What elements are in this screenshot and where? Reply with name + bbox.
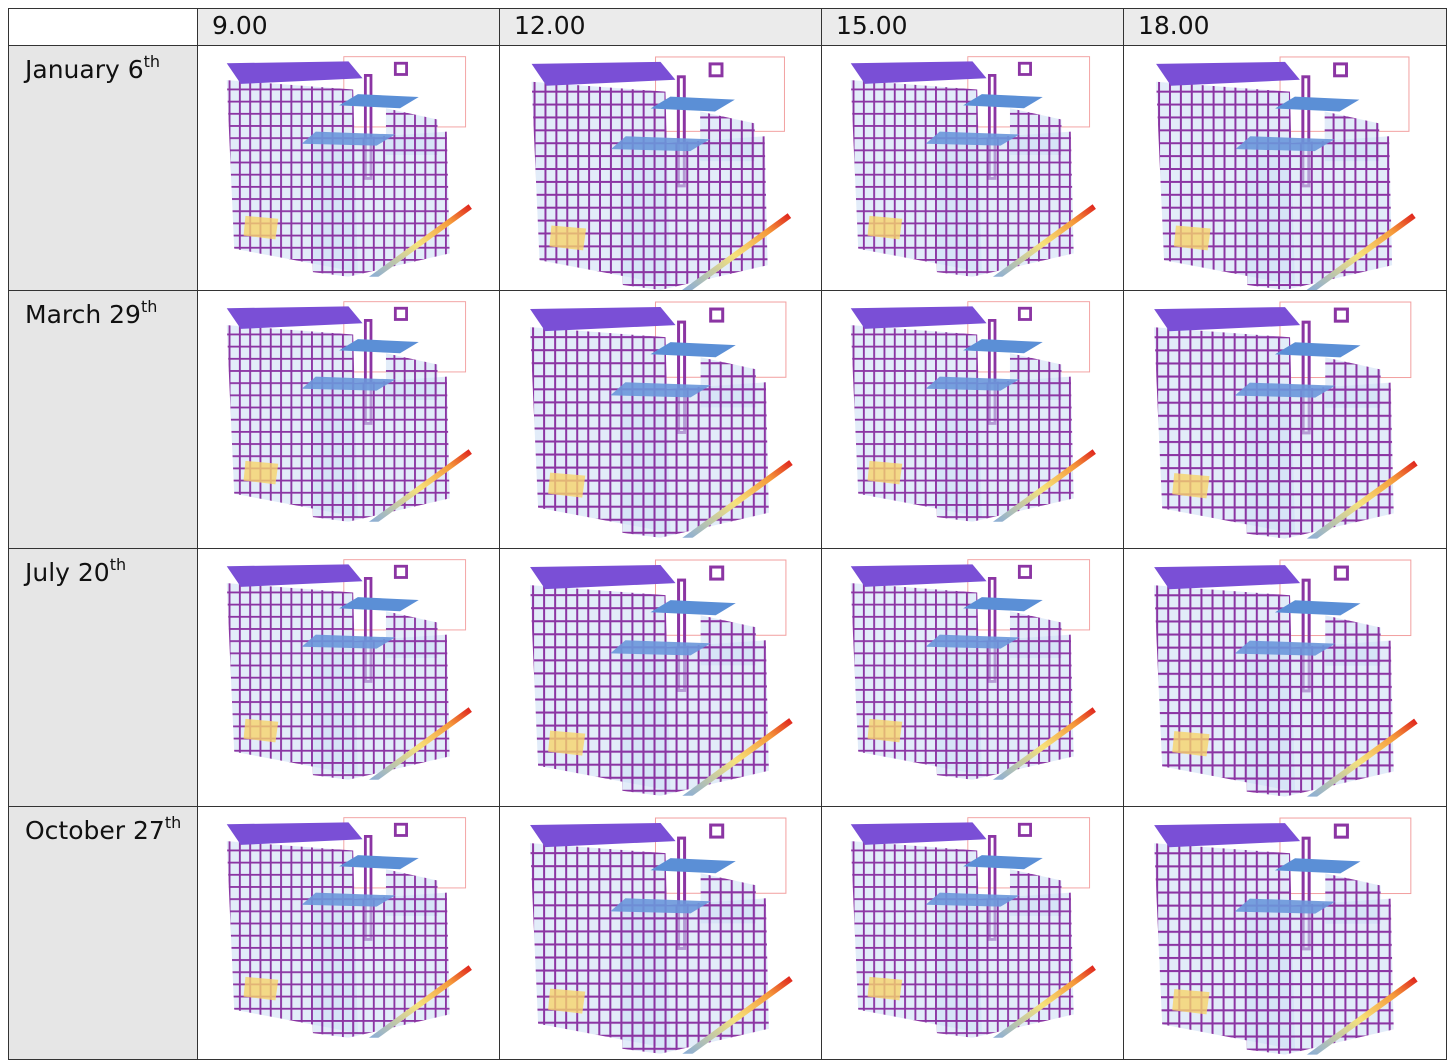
building-render	[1134, 297, 1436, 548]
building-model	[530, 302, 791, 543]
image-cell	[198, 291, 500, 549]
column-header: 15.00	[822, 9, 1124, 46]
image-cell	[500, 549, 822, 807]
building-model	[851, 818, 1095, 1043]
building-model	[530, 560, 791, 801]
row-header: October 27th	[9, 807, 198, 1060]
image-cell	[822, 807, 1124, 1060]
row-header: January 6th	[9, 46, 198, 291]
building-model	[530, 818, 791, 1059]
row-label-superscript: th	[109, 555, 127, 574]
image-cell	[822, 291, 1124, 549]
building-render	[1134, 555, 1436, 806]
building-model	[227, 560, 471, 785]
building-model	[1156, 57, 1414, 290]
image-cell	[500, 291, 822, 549]
image-cell	[500, 807, 822, 1060]
building-model	[1154, 818, 1416, 1059]
image-cell	[1124, 46, 1447, 291]
image-cell	[822, 46, 1124, 291]
building-render	[832, 52, 1113, 290]
row-label: July 20	[25, 558, 110, 587]
building-render	[208, 555, 489, 806]
column-header: 12.00	[500, 9, 822, 46]
building-model	[1154, 560, 1416, 802]
building-render	[832, 813, 1113, 1059]
building-render	[1134, 813, 1436, 1059]
results-table: 9.00 12.00 15.00 18.00 January 6th March …	[8, 8, 1447, 1060]
row-header: March 29th	[9, 291, 198, 549]
row-label-superscript: th	[140, 297, 158, 316]
row-label: January 6	[25, 55, 144, 84]
row-header: July 20th	[9, 549, 198, 807]
corner-cell	[9, 9, 198, 46]
building-model	[227, 57, 471, 282]
image-cell	[1124, 291, 1447, 549]
building-render	[208, 52, 489, 290]
row-label: October 27	[25, 816, 165, 845]
building-render	[832, 297, 1113, 548]
building-render	[832, 555, 1113, 806]
image-cell	[822, 549, 1124, 807]
building-render	[1134, 52, 1436, 290]
building-render	[510, 52, 811, 290]
row-label-superscript: th	[164, 813, 182, 832]
building-model	[227, 302, 471, 527]
building-model	[851, 302, 1095, 527]
column-header: 9.00	[198, 9, 500, 46]
building-model	[227, 818, 471, 1043]
row-label-superscript: th	[143, 52, 161, 71]
building-model	[532, 57, 790, 290]
image-cell	[198, 46, 500, 291]
building-model	[851, 560, 1095, 785]
building-render	[510, 555, 811, 806]
image-cell	[1124, 807, 1447, 1060]
building-render	[510, 813, 811, 1059]
building-model	[1154, 302, 1416, 544]
image-cell	[500, 46, 822, 291]
building-render	[208, 297, 489, 548]
row-label: March 29	[25, 300, 141, 329]
image-cell	[198, 549, 500, 807]
column-header: 18.00	[1124, 9, 1447, 46]
building-render	[510, 297, 811, 548]
building-model	[851, 57, 1095, 282]
image-cell	[1124, 549, 1447, 807]
image-cell	[198, 807, 500, 1060]
building-render	[208, 813, 489, 1059]
